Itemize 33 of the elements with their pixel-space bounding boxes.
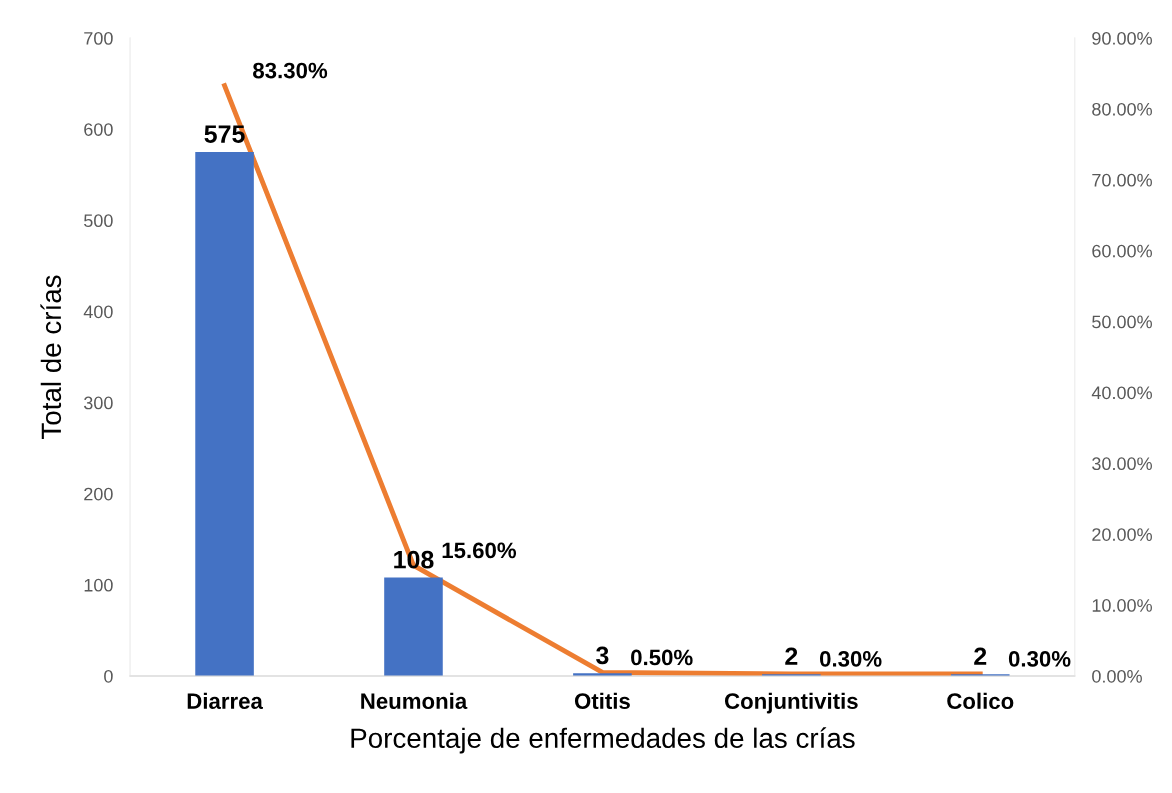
y-tick-label: 100: [84, 578, 113, 592]
data-label: 3: [596, 646, 609, 665]
data-label: 0.30%: [819, 651, 882, 667]
data-label: 2: [974, 647, 987, 665]
x-tick-label: Diarrea: [187, 692, 263, 710]
y2-tick-label: 90.00%: [1092, 32, 1152, 45]
x-tick-label: Otitis: [574, 692, 630, 710]
y-tick-label: 700: [84, 32, 113, 45]
y2-tick-label: 50.00%: [1092, 315, 1152, 329]
x-tick-label: Neumonia: [361, 692, 468, 710]
x-axis-title: Porcentaje de enfermedades de las crías: [351, 727, 855, 754]
data-label: 83.30%: [253, 62, 328, 79]
y2-tick-label: 80.00%: [1092, 102, 1152, 116]
y2-tick-label: 20.00%: [1092, 528, 1152, 541]
y2-tick-label: 60.00%: [1092, 244, 1152, 258]
y-tick-label: 600: [84, 123, 113, 136]
data-label: 2: [785, 647, 798, 665]
y-tick-label: 0: [104, 669, 113, 683]
y2-tick-label: 40.00%: [1091, 386, 1152, 400]
x-tick-label: Conjuntivitis: [724, 692, 858, 714]
y-tick-label: 500: [84, 214, 113, 228]
x-tick-label: Colico: [947, 692, 1014, 710]
y2-tick-label: 30.00%: [1092, 457, 1152, 471]
y2-tick-label: 70.00%: [1092, 173, 1152, 187]
y-tick-label: 300: [83, 396, 113, 410]
data-label: 0.50%: [631, 649, 693, 666]
y2-tick-label: 0.00%: [1092, 669, 1142, 683]
y2-tick-label: 10.00%: [1092, 599, 1152, 612]
y-tick-label: 400: [83, 305, 113, 319]
y-axis-title: Total de crías: [40, 275, 62, 440]
data-label: 0.30%: [1008, 651, 1071, 667]
y-tick-label: 200: [84, 487, 113, 501]
data-label: 15.60%: [442, 542, 517, 559]
